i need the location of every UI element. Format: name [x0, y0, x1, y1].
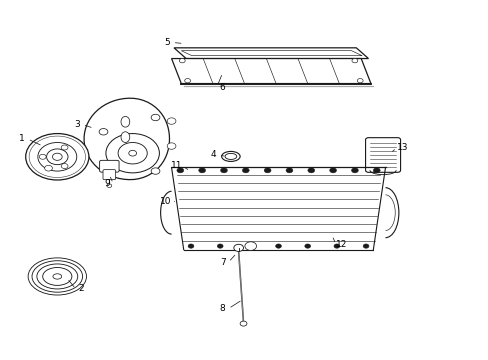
Circle shape — [179, 59, 185, 63]
Circle shape — [99, 129, 108, 135]
Circle shape — [167, 143, 176, 149]
Circle shape — [44, 165, 52, 171]
Text: 12: 12 — [335, 240, 346, 249]
Circle shape — [188, 244, 194, 248]
Polygon shape — [174, 48, 368, 59]
Ellipse shape — [224, 153, 236, 159]
Circle shape — [151, 168, 160, 174]
Circle shape — [329, 168, 336, 173]
Circle shape — [233, 244, 243, 251]
Circle shape — [357, 78, 363, 83]
Circle shape — [264, 168, 270, 173]
FancyBboxPatch shape — [100, 160, 119, 172]
Text: 9: 9 — [104, 179, 110, 188]
Circle shape — [46, 149, 68, 165]
Circle shape — [38, 143, 77, 171]
Circle shape — [61, 163, 68, 168]
Circle shape — [184, 78, 190, 83]
Circle shape — [351, 59, 357, 63]
Circle shape — [246, 244, 252, 248]
Circle shape — [118, 143, 147, 164]
Circle shape — [304, 244, 310, 248]
FancyBboxPatch shape — [365, 138, 400, 172]
Circle shape — [52, 153, 62, 160]
Circle shape — [220, 168, 227, 173]
Circle shape — [26, 134, 89, 180]
Circle shape — [244, 242, 256, 250]
Ellipse shape — [53, 274, 61, 279]
Polygon shape — [84, 98, 169, 180]
Text: 8: 8 — [219, 304, 225, 313]
Polygon shape — [171, 59, 370, 84]
Circle shape — [29, 136, 85, 177]
Text: 7: 7 — [219, 258, 225, 267]
Ellipse shape — [121, 116, 129, 127]
Text: 2: 2 — [79, 284, 84, 293]
Text: 13: 13 — [396, 143, 407, 152]
Circle shape — [151, 114, 160, 121]
Text: 4: 4 — [210, 150, 215, 159]
Circle shape — [198, 168, 205, 173]
Ellipse shape — [221, 152, 240, 161]
Text: 10: 10 — [160, 197, 171, 206]
Circle shape — [351, 168, 358, 173]
Circle shape — [61, 145, 68, 150]
Circle shape — [107, 184, 112, 188]
Polygon shape — [181, 51, 362, 56]
Circle shape — [177, 168, 183, 173]
Circle shape — [275, 244, 281, 248]
Ellipse shape — [121, 132, 129, 143]
FancyBboxPatch shape — [103, 170, 116, 180]
Circle shape — [167, 118, 176, 124]
Circle shape — [240, 321, 246, 326]
Circle shape — [128, 150, 136, 156]
Circle shape — [372, 168, 379, 173]
Text: 5: 5 — [163, 38, 169, 47]
Text: 6: 6 — [219, 83, 225, 92]
Circle shape — [106, 134, 159, 173]
Text: 1: 1 — [19, 134, 24, 143]
Circle shape — [363, 244, 368, 248]
Circle shape — [285, 168, 292, 173]
Text: 11: 11 — [170, 161, 182, 170]
Circle shape — [333, 244, 339, 248]
Circle shape — [39, 154, 46, 159]
Text: 3: 3 — [74, 120, 80, 129]
Polygon shape — [171, 167, 385, 249]
Circle shape — [217, 244, 223, 248]
Circle shape — [242, 168, 249, 173]
Circle shape — [307, 168, 314, 173]
